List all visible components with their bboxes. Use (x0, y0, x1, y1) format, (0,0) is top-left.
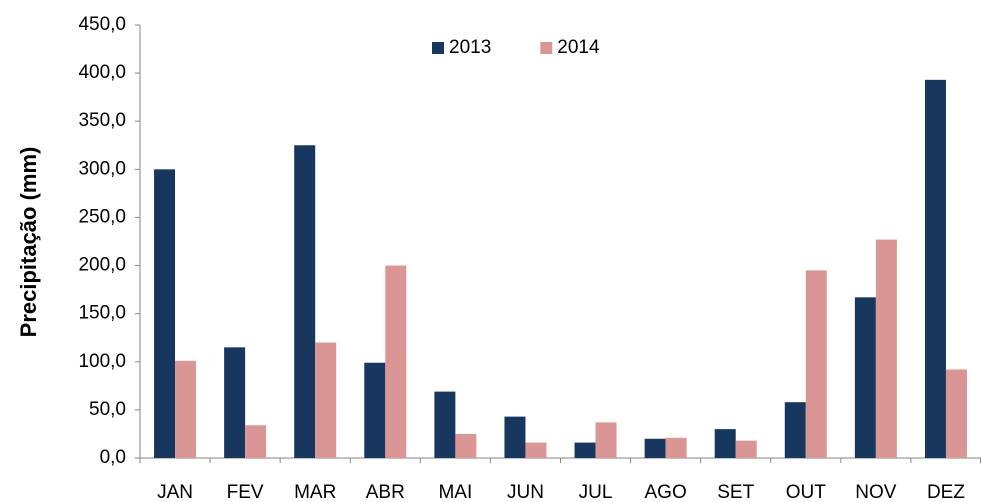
bar (595, 422, 617, 458)
x-tick-label: MAI (438, 482, 472, 502)
legend-swatch (432, 42, 444, 54)
bar (504, 416, 526, 458)
x-tick-label: JUL (579, 482, 613, 502)
bar (945, 369, 967, 458)
x-tick-label: FEV (227, 482, 264, 502)
y-tick-label: 450,0 (78, 14, 126, 35)
x-tick-label: JAN (157, 482, 193, 502)
x-tick-label: MAR (294, 482, 336, 502)
bar (924, 79, 946, 458)
x-tick-label: AGO (645, 482, 687, 502)
bar (385, 265, 407, 458)
bar (315, 342, 337, 458)
x-tick-label: DEZ (927, 482, 965, 502)
bar (245, 425, 267, 458)
legend-label: 2014 (557, 37, 600, 58)
bar (875, 239, 897, 458)
bar (665, 437, 687, 458)
x-tick-label: NOV (855, 482, 897, 502)
y-tick-label: 250,0 (78, 206, 126, 227)
bar (784, 402, 806, 458)
y-tick-label: 350,0 (78, 110, 126, 131)
y-tick-label: 200,0 (78, 255, 126, 276)
y-tick-label: 400,0 (78, 62, 126, 83)
y-tick-label: 0,0 (100, 447, 126, 468)
y-tick-label: 150,0 (78, 303, 126, 324)
bar (525, 442, 547, 458)
bar (854, 297, 876, 458)
y-tick-label: 300,0 (78, 158, 126, 179)
bar (154, 169, 176, 459)
bar (574, 442, 596, 458)
y-tick-label: 50,0 (89, 399, 126, 420)
x-tick-label: SET (717, 482, 754, 502)
bar (364, 362, 386, 458)
bar (714, 429, 736, 458)
bar (805, 270, 827, 458)
x-tick-label: ABR (366, 482, 405, 502)
y-axis-label: Precipitação (mm) (16, 147, 41, 338)
bar (294, 145, 316, 458)
bar (644, 438, 666, 458)
y-tick-label: 100,0 (78, 351, 126, 372)
bar (175, 360, 197, 458)
legend-swatch (540, 42, 553, 54)
x-tick-label: JUN (507, 482, 544, 502)
bar (224, 347, 246, 458)
bar (735, 440, 757, 458)
legend-label: 2013 (449, 37, 491, 58)
bar (455, 433, 477, 458)
x-tick-label: OUT (786, 482, 827, 502)
bar (434, 391, 456, 458)
